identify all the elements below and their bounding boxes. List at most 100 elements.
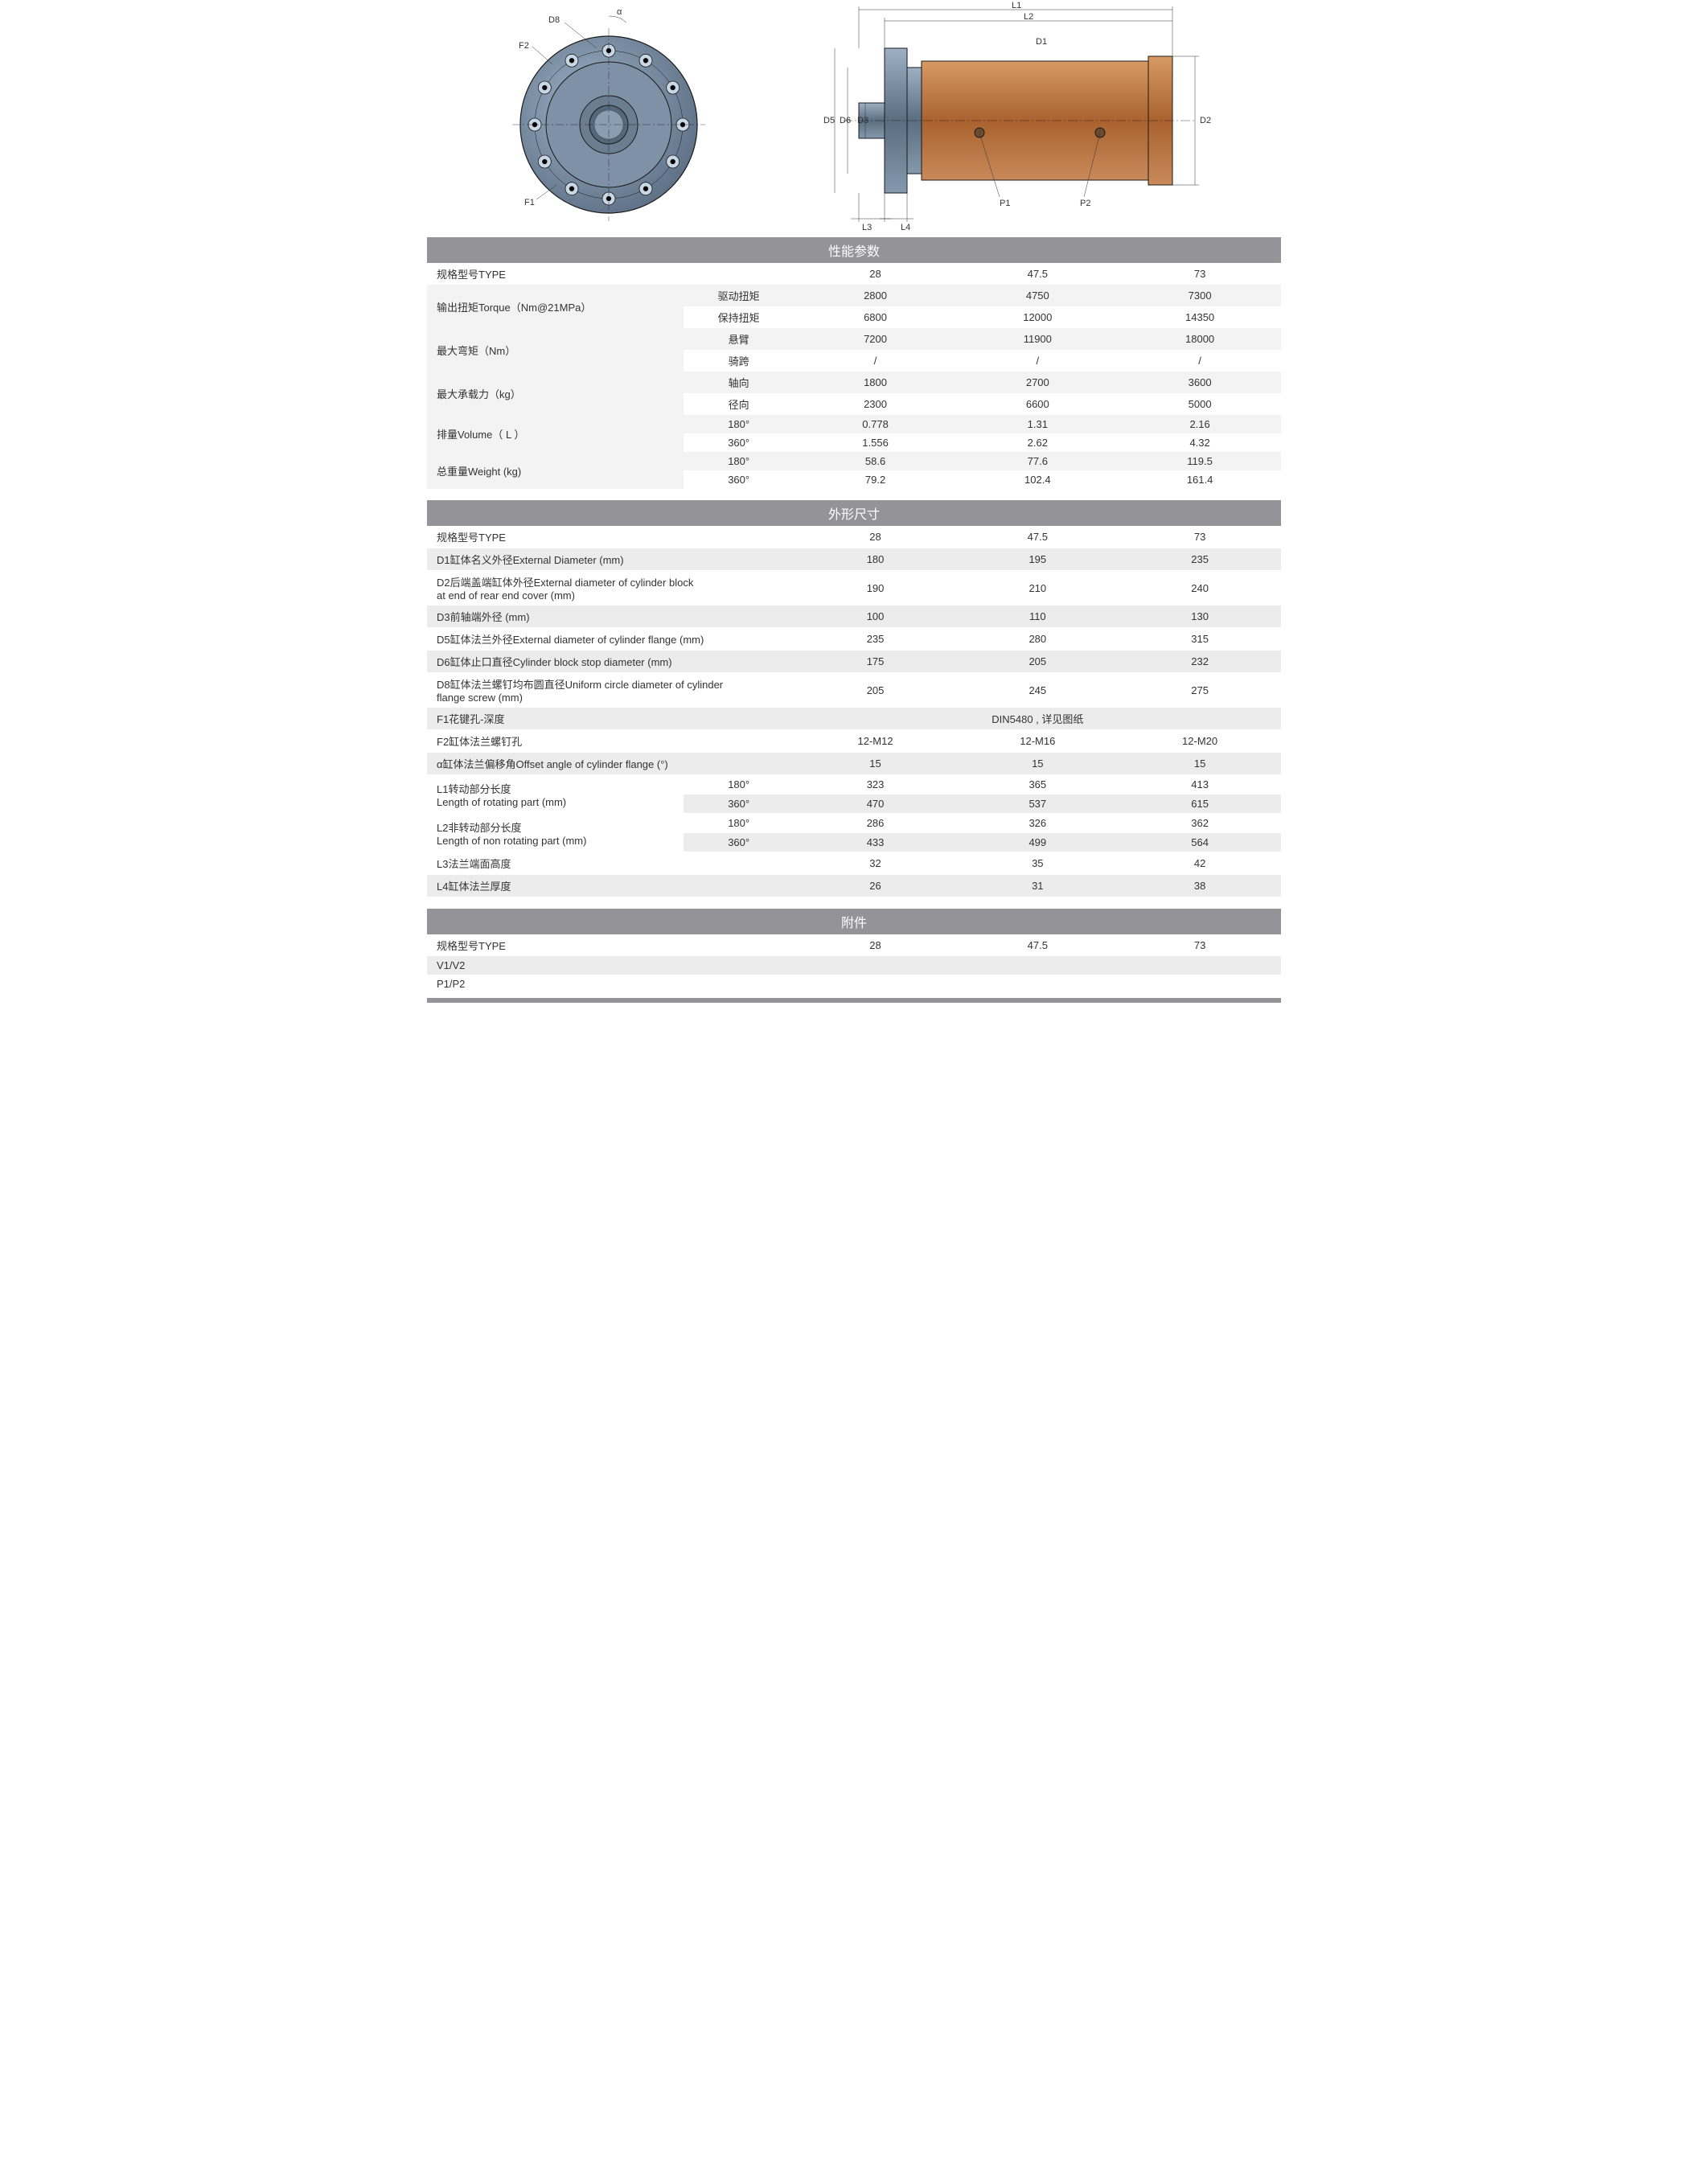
dim-section-header: 外形尺寸 bbox=[427, 500, 1281, 526]
cell: 190 bbox=[794, 571, 957, 606]
cell bbox=[794, 956, 957, 975]
cell: 15 bbox=[956, 753, 1119, 775]
cell: 235 bbox=[1119, 548, 1281, 571]
cell: 15 bbox=[794, 753, 957, 775]
cell bbox=[956, 956, 1119, 975]
acc-table: 规格型号TYPE2847.573V1/V2P1/P2 bbox=[427, 934, 1281, 993]
cell: 32 bbox=[794, 852, 957, 875]
cell: 210 bbox=[956, 571, 1119, 606]
label-D1: D1 bbox=[1036, 37, 1047, 47]
cell: 6600 bbox=[956, 393, 1119, 415]
cell: 0.778 bbox=[794, 415, 957, 433]
cell: 235 bbox=[794, 628, 957, 651]
cell: 47.5 bbox=[956, 934, 1119, 956]
row-label: L3法兰端面高度 bbox=[427, 852, 794, 875]
cell: 12-M16 bbox=[956, 730, 1119, 753]
cell: 433 bbox=[794, 833, 957, 852]
cell: DIN5480 , 详见图纸 bbox=[794, 708, 1281, 730]
cell: 12000 bbox=[956, 306, 1119, 328]
cell: 110 bbox=[956, 606, 1119, 628]
acc-table-wrapper: 规格型号TYPE2847.573V1/V2P1/P2 bbox=[427, 934, 1281, 993]
cell: 1800 bbox=[794, 372, 957, 393]
cell: 28 bbox=[794, 263, 957, 285]
cell bbox=[1119, 975, 1281, 993]
cell: 360° bbox=[684, 794, 794, 814]
cell: 360° bbox=[684, 470, 794, 489]
cell: 轴向 bbox=[684, 372, 794, 393]
cell: / bbox=[1119, 350, 1281, 372]
cell: 130 bbox=[1119, 606, 1281, 628]
cell: 360° bbox=[684, 833, 794, 852]
row-label: D5缸体法兰外径External diameter of cylinder fl… bbox=[427, 628, 794, 651]
label-D5: D5 bbox=[823, 116, 835, 125]
cell: 35 bbox=[956, 852, 1119, 875]
cell: 2.62 bbox=[956, 433, 1119, 452]
cell: 1.556 bbox=[794, 433, 957, 452]
cell: 规格型号TYPE bbox=[427, 934, 794, 956]
cell: 326 bbox=[956, 814, 1119, 833]
cell: 4.32 bbox=[1119, 433, 1281, 452]
cell: 195 bbox=[956, 548, 1119, 571]
cell: 26 bbox=[794, 875, 957, 897]
cell: 2.16 bbox=[1119, 415, 1281, 433]
label-L2: L2 bbox=[1024, 12, 1033, 22]
cell: 175 bbox=[794, 651, 957, 673]
cell: 28 bbox=[794, 526, 957, 548]
cell: 11900 bbox=[956, 328, 1119, 350]
cell: 2800 bbox=[794, 285, 957, 306]
cell: 232 bbox=[1119, 651, 1281, 673]
cell: 6800 bbox=[794, 306, 957, 328]
cell: 47.5 bbox=[956, 526, 1119, 548]
cell: 42 bbox=[1119, 852, 1281, 875]
row-label: L4缸体法兰厚度 bbox=[427, 875, 794, 897]
perf-section-header: 性能参数 bbox=[427, 237, 1281, 263]
cell: 205 bbox=[956, 651, 1119, 673]
cell: 规格型号TYPE bbox=[427, 263, 794, 285]
label-D6: D6 bbox=[840, 116, 851, 125]
row-label: F2缸体法兰螺钉孔 bbox=[427, 730, 794, 753]
cell: 2700 bbox=[956, 372, 1119, 393]
cell: 骑跨 bbox=[684, 350, 794, 372]
cell: / bbox=[794, 350, 957, 372]
cell: 47.5 bbox=[956, 263, 1119, 285]
cell: 470 bbox=[794, 794, 957, 814]
cell: 1.31 bbox=[956, 415, 1119, 433]
cell: 100 bbox=[794, 606, 957, 628]
label-D3: D3 bbox=[857, 116, 868, 125]
dim-table-wrapper: 规格型号TYPE2847.573D1缸体名义外径External Diamete… bbox=[427, 526, 1281, 897]
cell: 413 bbox=[1119, 775, 1281, 794]
cell: 280 bbox=[956, 628, 1119, 651]
label-F1: F1 bbox=[524, 198, 535, 207]
cell: 悬臂 bbox=[684, 328, 794, 350]
footer-bar bbox=[427, 998, 1281, 1003]
label-F2: F2 bbox=[519, 41, 529, 51]
label-D8: D8 bbox=[548, 15, 560, 25]
perf-table: 规格型号TYPE2847.573输出扭矩Torque（Nm@21MPa）驱动扭矩… bbox=[427, 263, 1281, 489]
cell: 12-M20 bbox=[1119, 730, 1281, 753]
row-label: 最大承载力（kg） bbox=[427, 372, 684, 415]
cell: 73 bbox=[1119, 526, 1281, 548]
cell: 360° bbox=[684, 433, 794, 452]
row-label: D2后端盖端缸体外径External diameter of cylinder … bbox=[427, 571, 794, 606]
cell: 323 bbox=[794, 775, 957, 794]
cell: 7200 bbox=[794, 328, 957, 350]
row-label: D1缸体名义外径External Diameter (mm) bbox=[427, 548, 794, 571]
cell: 3600 bbox=[1119, 372, 1281, 393]
cell: 31 bbox=[956, 875, 1119, 897]
row-label: V1/V2 bbox=[427, 956, 794, 975]
cell: 4750 bbox=[956, 285, 1119, 306]
label-D2: D2 bbox=[1200, 116, 1211, 125]
cell: 驱动扭矩 bbox=[684, 285, 794, 306]
label-alpha: α bbox=[617, 8, 622, 17]
cell: 615 bbox=[1119, 794, 1281, 814]
cell: 径向 bbox=[684, 393, 794, 415]
cell: 58.6 bbox=[794, 452, 957, 470]
cell: 537 bbox=[956, 794, 1119, 814]
cell: 161.4 bbox=[1119, 470, 1281, 489]
cell: 180 bbox=[794, 548, 957, 571]
cell: 180° bbox=[684, 415, 794, 433]
cell: 73 bbox=[1119, 263, 1281, 285]
cell: 180° bbox=[684, 775, 794, 794]
cell: 15 bbox=[1119, 753, 1281, 775]
diagram-side-view: L1 L2 D1 D2 D5 D6 D3 bbox=[819, 0, 1221, 237]
